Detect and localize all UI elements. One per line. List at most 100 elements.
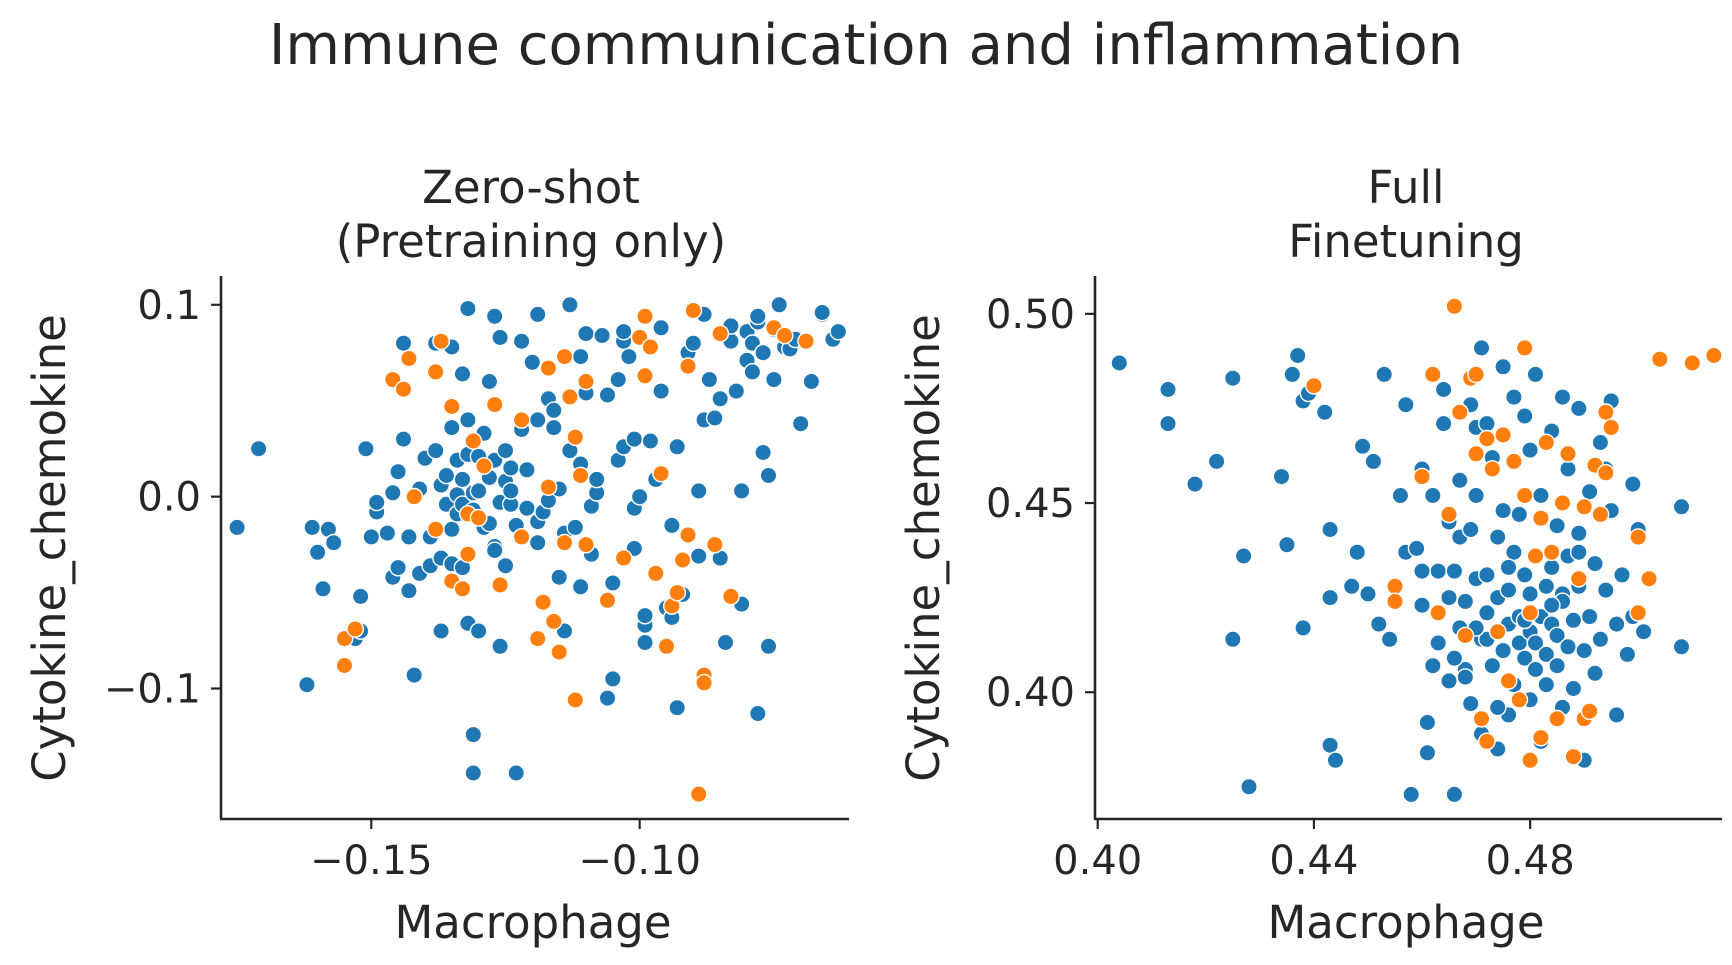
- scatter-point-orange: [1521, 603, 1540, 622]
- scatter-point-orange: [1553, 494, 1572, 512]
- scatter-point-blue: [561, 295, 579, 314]
- scatter-point-orange: [577, 372, 595, 391]
- scatter-point-blue: [689, 547, 708, 565]
- scatter-point-blue: [1613, 566, 1631, 584]
- scatter-point-orange: [598, 591, 617, 610]
- scatter-point-blue: [1505, 388, 1523, 406]
- scatter-point-blue: [550, 568, 569, 587]
- scatter-point-blue: [1672, 497, 1691, 516]
- scatter-point-blue: [356, 439, 375, 458]
- scatter-point-blue: [1413, 562, 1431, 580]
- scatter-point-blue: [1467, 486, 1486, 505]
- scatter-point-blue: [1569, 399, 1588, 418]
- scatter-point-blue: [1445, 649, 1464, 668]
- scatter-point-orange: [1305, 376, 1323, 395]
- scatter-point-orange: [566, 428, 585, 447]
- scatter-point-blue: [1607, 615, 1626, 633]
- scatter-point-orange: [1467, 444, 1486, 463]
- scatter-point-orange: [668, 583, 687, 602]
- scatter-point-blue: [383, 483, 402, 502]
- scatter-point-blue: [748, 704, 767, 723]
- scatter-point-blue: [1564, 679, 1583, 698]
- scatter-point-blue: [324, 533, 343, 552]
- scatter-point-blue: [228, 518, 247, 537]
- scatter-point-blue: [1634, 622, 1653, 641]
- scatter-point-blue: [1521, 441, 1540, 459]
- scatter-point-orange: [426, 520, 445, 539]
- scatter-point-blue: [1315, 403, 1334, 422]
- scatter-point-orange: [1569, 569, 1588, 588]
- scatter-point-blue: [1321, 588, 1340, 607]
- scatter-point-blue: [442, 418, 461, 437]
- y-axis-label: Cytokine_chemokine: [897, 314, 950, 782]
- scatter-point-blue: [1207, 452, 1226, 471]
- scatter-point-blue: [598, 689, 617, 707]
- scatter-point-blue: [1478, 603, 1496, 622]
- scatter-point-blue: [249, 439, 268, 458]
- scatter-point-blue: [668, 698, 687, 717]
- scatter-point-blue: [1515, 649, 1534, 668]
- scatter-point-orange: [711, 324, 730, 343]
- scatter-point-blue: [566, 518, 585, 537]
- scatter-point-orange: [571, 466, 590, 485]
- scatter-point-blue: [571, 577, 590, 596]
- scatter-point-orange: [512, 410, 531, 429]
- scatter-point-blue: [1402, 785, 1421, 804]
- scatter-point-blue: [458, 299, 477, 318]
- scatter-point-blue: [829, 322, 848, 341]
- y-axis-label: Cytokine_chemokine: [23, 314, 76, 782]
- scatter-point-orange: [1602, 418, 1621, 437]
- scatter-point-blue: [1483, 656, 1502, 675]
- scatter-point-blue: [1321, 520, 1340, 539]
- scatter-point-blue: [1326, 751, 1345, 770]
- scatter-point-blue: [426, 441, 445, 460]
- scatter-point-blue: [614, 322, 633, 341]
- scatter-point-orange: [1596, 463, 1615, 482]
- scatter-point-blue: [394, 430, 413, 448]
- scatter-point-orange: [426, 362, 445, 381]
- scatter-point-blue: [1159, 414, 1177, 433]
- scatter-point-orange: [673, 551, 692, 569]
- scatter-point-blue: [1272, 467, 1291, 486]
- scatter-point-blue: [1488, 698, 1507, 717]
- scatter-point-blue: [1575, 641, 1594, 660]
- scatter-point-orange: [469, 508, 488, 527]
- scatter-point-blue: [636, 606, 654, 625]
- scatter-point-blue: [1499, 558, 1518, 577]
- scatter-point-orange: [1640, 569, 1658, 588]
- panel-title-line-1: Full: [1368, 161, 1445, 214]
- scatter-point-blue: [1526, 660, 1545, 679]
- scatter-point-blue: [1532, 486, 1550, 505]
- scatter-point-blue: [663, 516, 681, 535]
- scatter-point-blue: [491, 328, 509, 347]
- scatter-point-blue: [297, 675, 316, 694]
- scatter-point-orange: [1559, 444, 1577, 463]
- scatter-point-blue: [705, 409, 724, 427]
- scatter-point-blue: [577, 324, 595, 343]
- scatter-point-blue: [544, 401, 563, 420]
- scatter-point-orange: [485, 395, 504, 414]
- scatter-point-blue: [1434, 380, 1453, 399]
- scatter-point-blue: [689, 481, 708, 500]
- scatter-point-orange: [636, 307, 654, 326]
- scatter-point-orange: [1683, 354, 1702, 372]
- scatter-point-blue: [1569, 524, 1588, 543]
- scatter-point-orange: [797, 332, 815, 351]
- scatter-point-blue: [501, 458, 520, 477]
- x-tick-label: 0.44: [1269, 838, 1358, 884]
- scatter-point-blue: [1364, 452, 1383, 471]
- scatter-point-orange: [534, 593, 552, 612]
- scatter-point-orange: [399, 349, 418, 368]
- scatter-point-orange: [1467, 365, 1486, 384]
- scatter-point-blue: [1494, 641, 1513, 660]
- scatter-point-blue: [791, 414, 810, 433]
- scatter-point-orange: [722, 587, 740, 606]
- scatter-point-orange: [1629, 603, 1648, 622]
- scatter-point-blue: [1591, 433, 1610, 452]
- scatter-point-orange: [561, 387, 579, 406]
- scatter-point-orange: [577, 535, 595, 554]
- scatter-point-blue: [528, 410, 547, 429]
- scatter-point-orange: [679, 526, 697, 544]
- scatter-point-blue: [1586, 664, 1604, 683]
- y-tick-label: 0.40: [986, 670, 1075, 716]
